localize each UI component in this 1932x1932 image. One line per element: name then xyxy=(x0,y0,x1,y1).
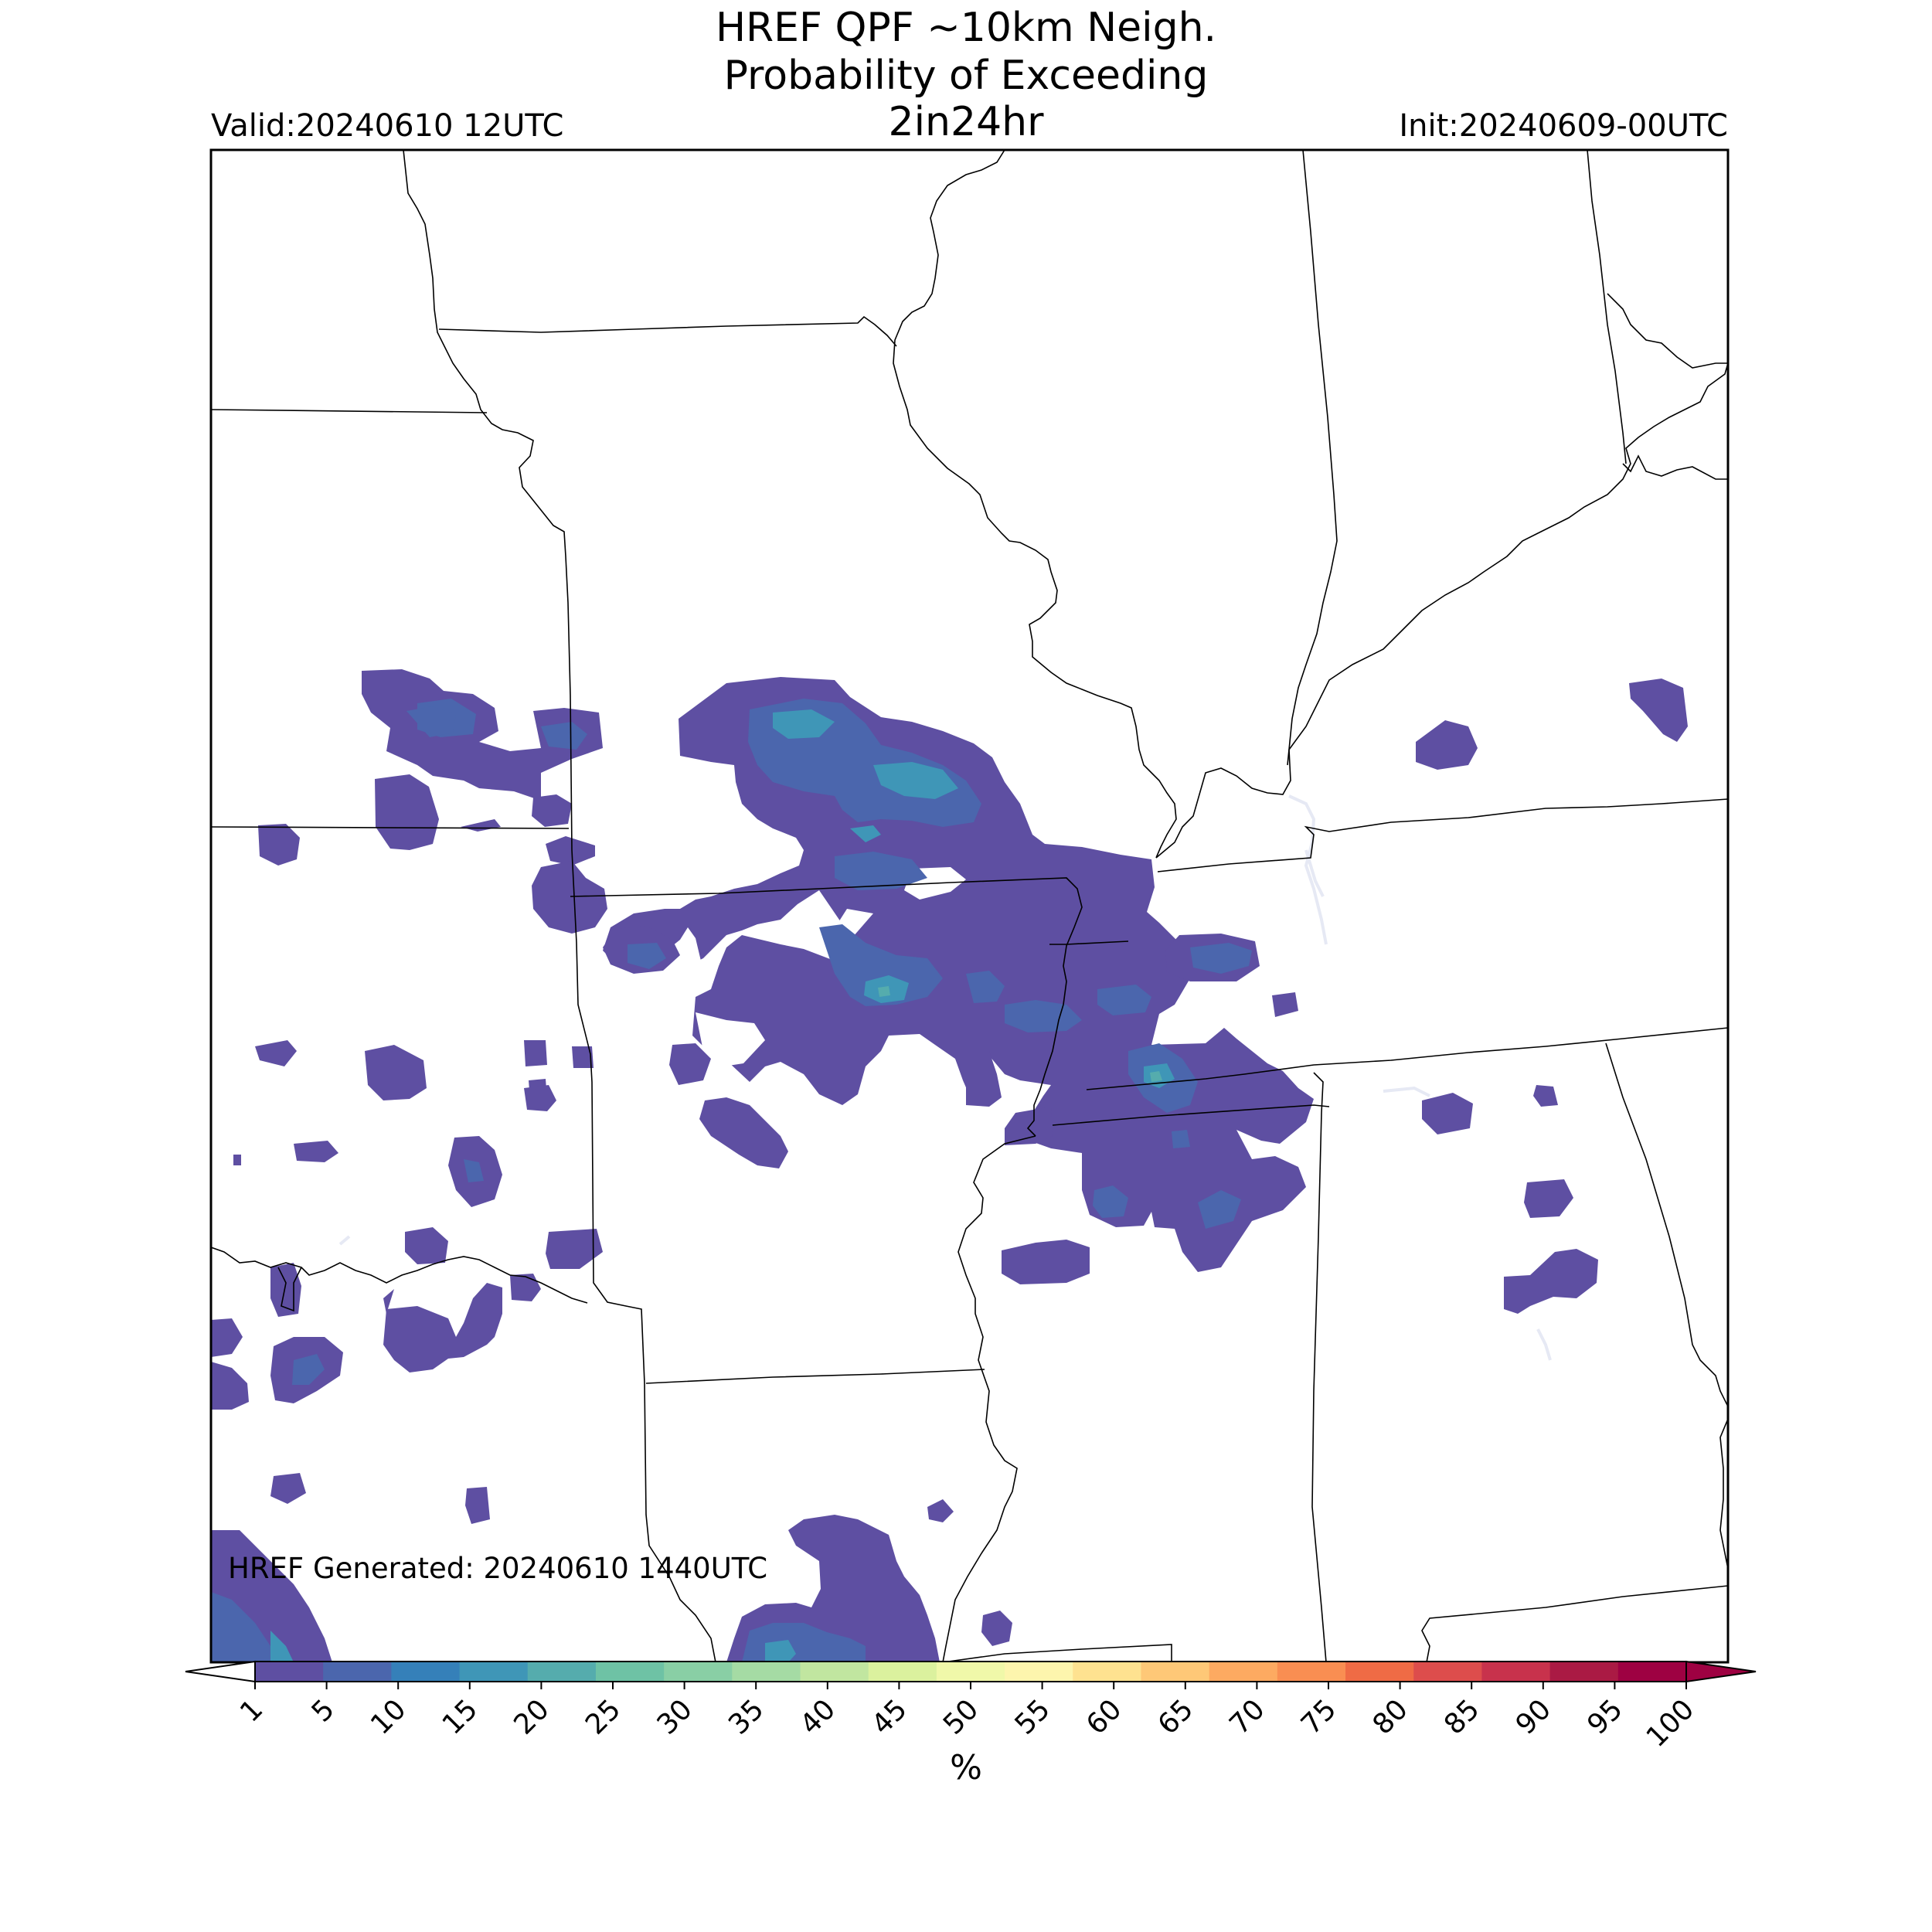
colorbar-tick-label: 35 xyxy=(723,1693,770,1740)
colorbar-tick-label: 25 xyxy=(580,1693,627,1740)
colorbar-tick-label: 15 xyxy=(437,1693,484,1740)
colorbar-tick-label: 100 xyxy=(1641,1693,1701,1753)
colorbar-tick-label: 65 xyxy=(1152,1693,1199,1740)
colorbar-tick-label: 70 xyxy=(1223,1693,1270,1740)
probability-areas-high xyxy=(270,709,1175,1662)
colorbar-tick-label: 90 xyxy=(1510,1693,1557,1740)
colorbar-extend-low xyxy=(185,1660,256,1683)
map-title-line-1: HREF QPF ~10km Neigh. xyxy=(715,5,1217,51)
colorbar-segment xyxy=(1345,1662,1414,1682)
colorbar-segment xyxy=(391,1662,461,1682)
colorbar-tick-label: 95 xyxy=(1581,1693,1628,1740)
map-title-line-2: Probability of Exceeding xyxy=(723,53,1209,99)
colorbar-tick-label: 20 xyxy=(508,1693,555,1740)
colorbar-segment xyxy=(527,1662,597,1682)
colorbar-tick-label: 30 xyxy=(651,1693,699,1740)
colorbar-segment xyxy=(255,1662,324,1682)
colorbar-tick-label: 60 xyxy=(1080,1693,1128,1740)
colorbar-segment xyxy=(936,1662,1005,1682)
colorbar-tick-label: 5 xyxy=(306,1693,341,1728)
probability-areas-low xyxy=(211,669,1688,1662)
colorbar-segment xyxy=(732,1662,801,1682)
colorbar-segment xyxy=(1005,1662,1073,1682)
state-boundaries xyxy=(211,150,1728,1662)
init-time-label: Init:20240609-00UTC xyxy=(1399,108,1728,144)
colorbar-segment xyxy=(664,1662,733,1682)
colorbar-segment xyxy=(1141,1662,1210,1682)
colorbar-segment xyxy=(1549,1662,1619,1682)
colorbar-extend-high xyxy=(1685,1660,1757,1683)
colorbar-tick-label: 85 xyxy=(1438,1693,1485,1740)
colorbar-segment xyxy=(459,1662,529,1682)
colorbar-tick-label: 50 xyxy=(937,1693,985,1740)
probability-areas-peak xyxy=(878,986,1162,1082)
valid-time-label: Valid:20240610 12UTC xyxy=(211,108,564,144)
map-title-line-3: 2in24hr xyxy=(888,99,1044,145)
colorbar-segment xyxy=(1209,1662,1278,1682)
colorbar-tick-label: 55 xyxy=(1009,1693,1056,1740)
water-bodies xyxy=(338,794,1552,1361)
colorbar-tick-label: 45 xyxy=(866,1693,913,1740)
colorbar-segment xyxy=(868,1662,937,1682)
colorbar-segment xyxy=(1617,1662,1687,1682)
colorbar-segments xyxy=(185,1660,1757,1683)
colorbar-segment xyxy=(1413,1662,1482,1682)
colorbar-tick-label: 40 xyxy=(794,1693,842,1740)
colorbar-segment xyxy=(595,1662,665,1682)
colorbar-ticks: 1 5 10 15 20 25 30 35 40 45 50 55 60 65 70 75 80 85 90 95 10… xyxy=(234,1682,1700,1753)
generated-time-label: HREF Generated: 20240610 1440UTC xyxy=(228,1552,768,1585)
colorbar-segment xyxy=(1481,1662,1551,1682)
colorbar-segment xyxy=(1277,1662,1346,1682)
colorbar-tick-label: 80 xyxy=(1367,1693,1414,1740)
colorbar-tick-label: 75 xyxy=(1295,1693,1342,1740)
colorbar-segment xyxy=(800,1662,869,1682)
colorbar-segment xyxy=(323,1662,392,1682)
colorbar-unit-label: % xyxy=(950,1748,982,1787)
colorbar-segment xyxy=(1073,1662,1141,1682)
colorbar-tick-label: 1 xyxy=(234,1693,269,1728)
colorbar-tick-label: 10 xyxy=(365,1693,412,1740)
